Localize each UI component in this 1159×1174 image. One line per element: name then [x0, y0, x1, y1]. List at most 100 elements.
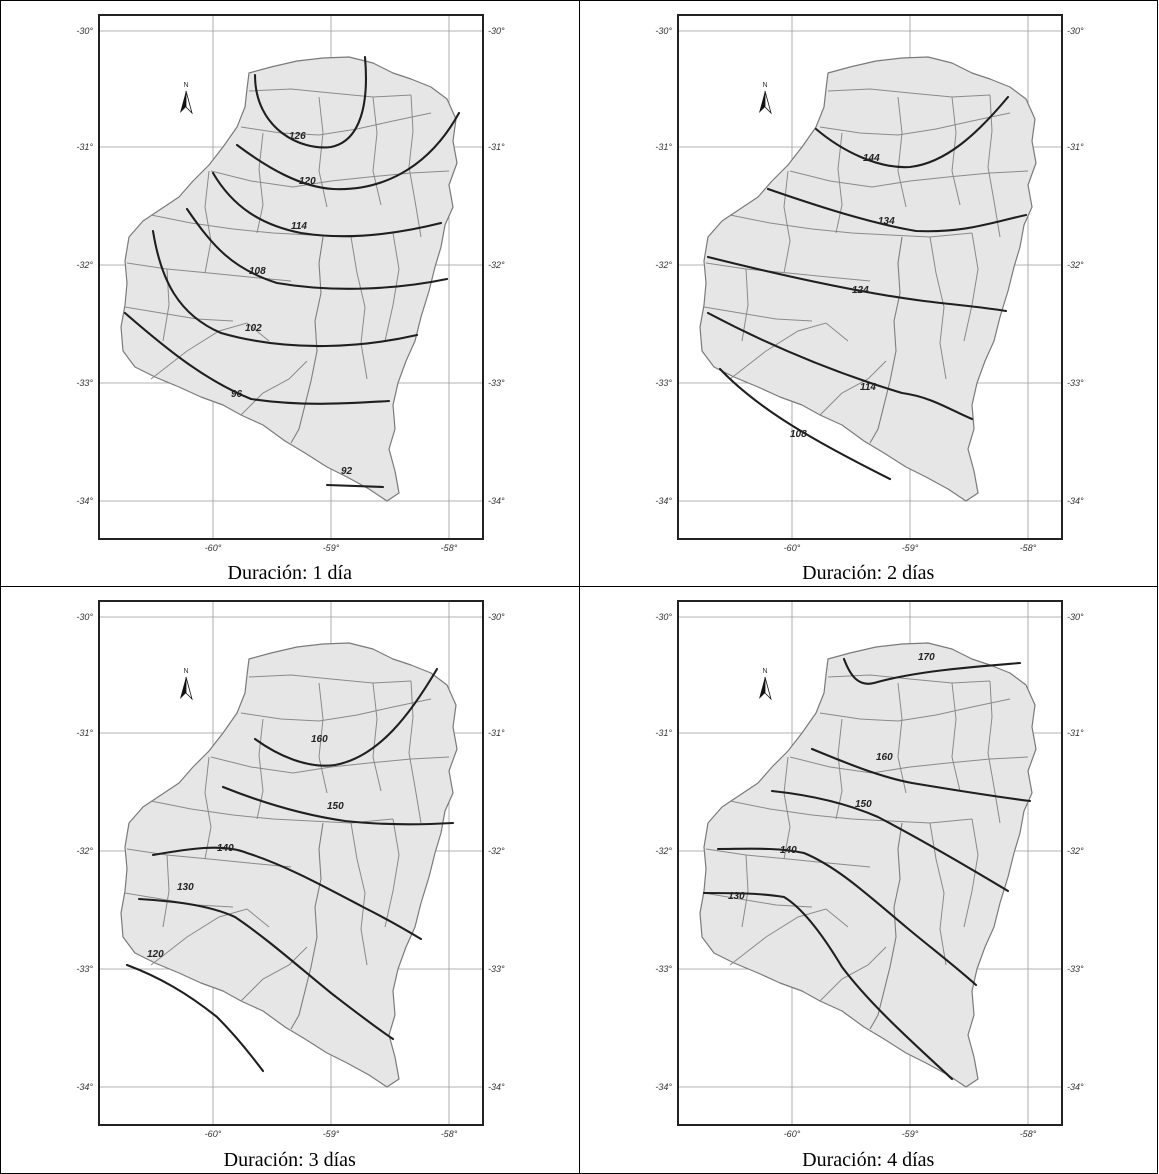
department-boundary	[827, 88, 990, 98]
isoline	[706, 255, 1007, 313]
isoline-label-144: 144	[863, 153, 880, 164]
map-4: -30° -30° -31° -31° -32° -32° -33° -33° -34° -34°…	[655, 600, 1084, 1139]
department-boundary	[240, 360, 308, 416]
latitude-label-right: -30°	[488, 612, 505, 622]
north-arrow-right	[185, 90, 193, 115]
isoline-label-124: 124	[852, 285, 869, 296]
isoline-label-170: 170	[918, 652, 935, 663]
department-boundary	[372, 682, 382, 792]
longitude-label: -58°	[441, 1129, 458, 1139]
department-boundary	[318, 682, 328, 794]
latitude-label-right: -32°	[1067, 846, 1084, 856]
isoline	[706, 311, 973, 421]
map-2: -30° -30° -31° -31° -32° -32° -33° -33° -34° -34°…	[655, 14, 1084, 553]
isoline-label-96: 96	[231, 389, 243, 400]
latitude-label-left: -33°	[76, 964, 93, 974]
latitude-label-right: -33°	[1067, 964, 1084, 974]
panel-3: -30° -30° -31° -31° -32° -32° -33° -33° -34° -34°…	[0, 586, 580, 1174]
department-boundary	[782, 170, 791, 274]
longitude-label: -60°	[205, 1129, 222, 1139]
longitude-label: -60°	[783, 1129, 800, 1139]
isoline	[123, 311, 391, 405]
department-boundary	[408, 94, 422, 238]
latitude-label-right: -33°	[1067, 378, 1084, 388]
isoline	[151, 229, 419, 348]
latitude-label-left: -31°	[76, 142, 93, 152]
department-boundary	[248, 674, 412, 684]
map-frame: -30° -30° -31° -31° -32° -32° -33° -33° -34° -34°…	[76, 600, 505, 1139]
longitude-label: -60°	[783, 543, 800, 553]
department-boundary	[819, 946, 886, 1002]
longitude-label: -60°	[205, 543, 222, 553]
panel-1: -30° -30° -31° -31° -32° -32° -33° -33° -34° -34°…	[0, 0, 580, 587]
panel-2: -30° -30° -31° -31° -32° -32° -33° -33° -34° -34°…	[578, 0, 1158, 587]
department-boundary	[705, 262, 870, 282]
latitude-label-left: -34°	[76, 1082, 93, 1092]
latitude-label-left: -32°	[655, 846, 672, 856]
department-boundary	[240, 946, 308, 1002]
department-boundary	[384, 818, 400, 928]
department-boundary	[210, 170, 450, 188]
latitude-label-right: -31°	[1067, 728, 1084, 738]
north-arrow-left	[758, 91, 765, 113]
latitude-label-left: -30°	[76, 26, 93, 36]
isoline	[810, 747, 1031, 803]
latitude-label-right: -34°	[1067, 1082, 1084, 1092]
map-1: -30° -30° -31° -31° -32° -32° -33° -33° -34° -34°…	[76, 14, 505, 553]
isoline-label-102: 102	[245, 323, 262, 334]
isoline	[253, 667, 439, 767]
isoline	[151, 846, 423, 941]
department-boundary	[210, 756, 450, 774]
department-boundary	[819, 698, 1010, 722]
department-boundary	[827, 674, 990, 684]
department-boundary	[789, 756, 1028, 774]
map-frame: -30° -30° -31° -31° -32° -32° -33° -33° -34° -34°…	[76, 14, 505, 553]
department-boundary	[126, 848, 292, 868]
department-boundary	[162, 854, 170, 928]
department-boundary	[150, 908, 270, 966]
panel-4: -30° -30° -31° -31° -32° -32° -33° -33° -34° -34°…	[578, 586, 1158, 1174]
panel-caption: Duración: 3 días	[223, 1149, 356, 1171]
department-boundary	[124, 306, 234, 322]
department-boundary	[703, 892, 812, 908]
longitude-label: -58°	[1019, 1129, 1036, 1139]
department-boundary	[819, 360, 886, 416]
department-boundary	[741, 854, 749, 928]
isoline	[766, 187, 1027, 233]
isoline	[125, 963, 265, 1073]
north-arrow-icon: N	[758, 668, 772, 701]
north-arrow-label: N	[183, 668, 188, 675]
department-boundary	[835, 718, 843, 820]
department-boundary	[835, 132, 843, 234]
isoline-label-130: 130	[728, 891, 745, 902]
isoline-label-140: 140	[217, 843, 234, 854]
isoline	[842, 657, 1021, 685]
north-arrow-left	[180, 677, 186, 699]
river-line	[869, 822, 903, 1030]
isoline	[185, 207, 449, 290]
isoline	[325, 483, 385, 489]
latitude-label-right: -33°	[488, 378, 505, 388]
latitude-label-right: -32°	[1067, 260, 1084, 270]
latitude-label-left: -30°	[76, 612, 93, 622]
department-boundary	[963, 232, 979, 342]
department-boundary	[372, 96, 382, 206]
isoline-label-108: 108	[249, 266, 266, 277]
department-boundary	[705, 848, 870, 868]
north-arrow-label: N	[183, 82, 188, 89]
latitude-label-left: -31°	[76, 728, 93, 738]
isoline	[718, 367, 891, 481]
north-arrow-right	[185, 676, 193, 701]
latitude-label-left: -34°	[655, 496, 672, 506]
latitude-label-left: -34°	[76, 496, 93, 506]
north-arrow-icon: N	[180, 668, 193, 701]
department-boundary	[248, 88, 412, 98]
latitude-label-right: -34°	[488, 1082, 505, 1092]
latitude-label-left: -32°	[76, 260, 93, 270]
latitude-label-left: -31°	[655, 728, 672, 738]
latitude-label-right: -34°	[488, 496, 505, 506]
department-boundary	[963, 818, 979, 928]
latitude-label-left: -32°	[655, 260, 672, 270]
isoline-label-150: 150	[855, 799, 872, 810]
